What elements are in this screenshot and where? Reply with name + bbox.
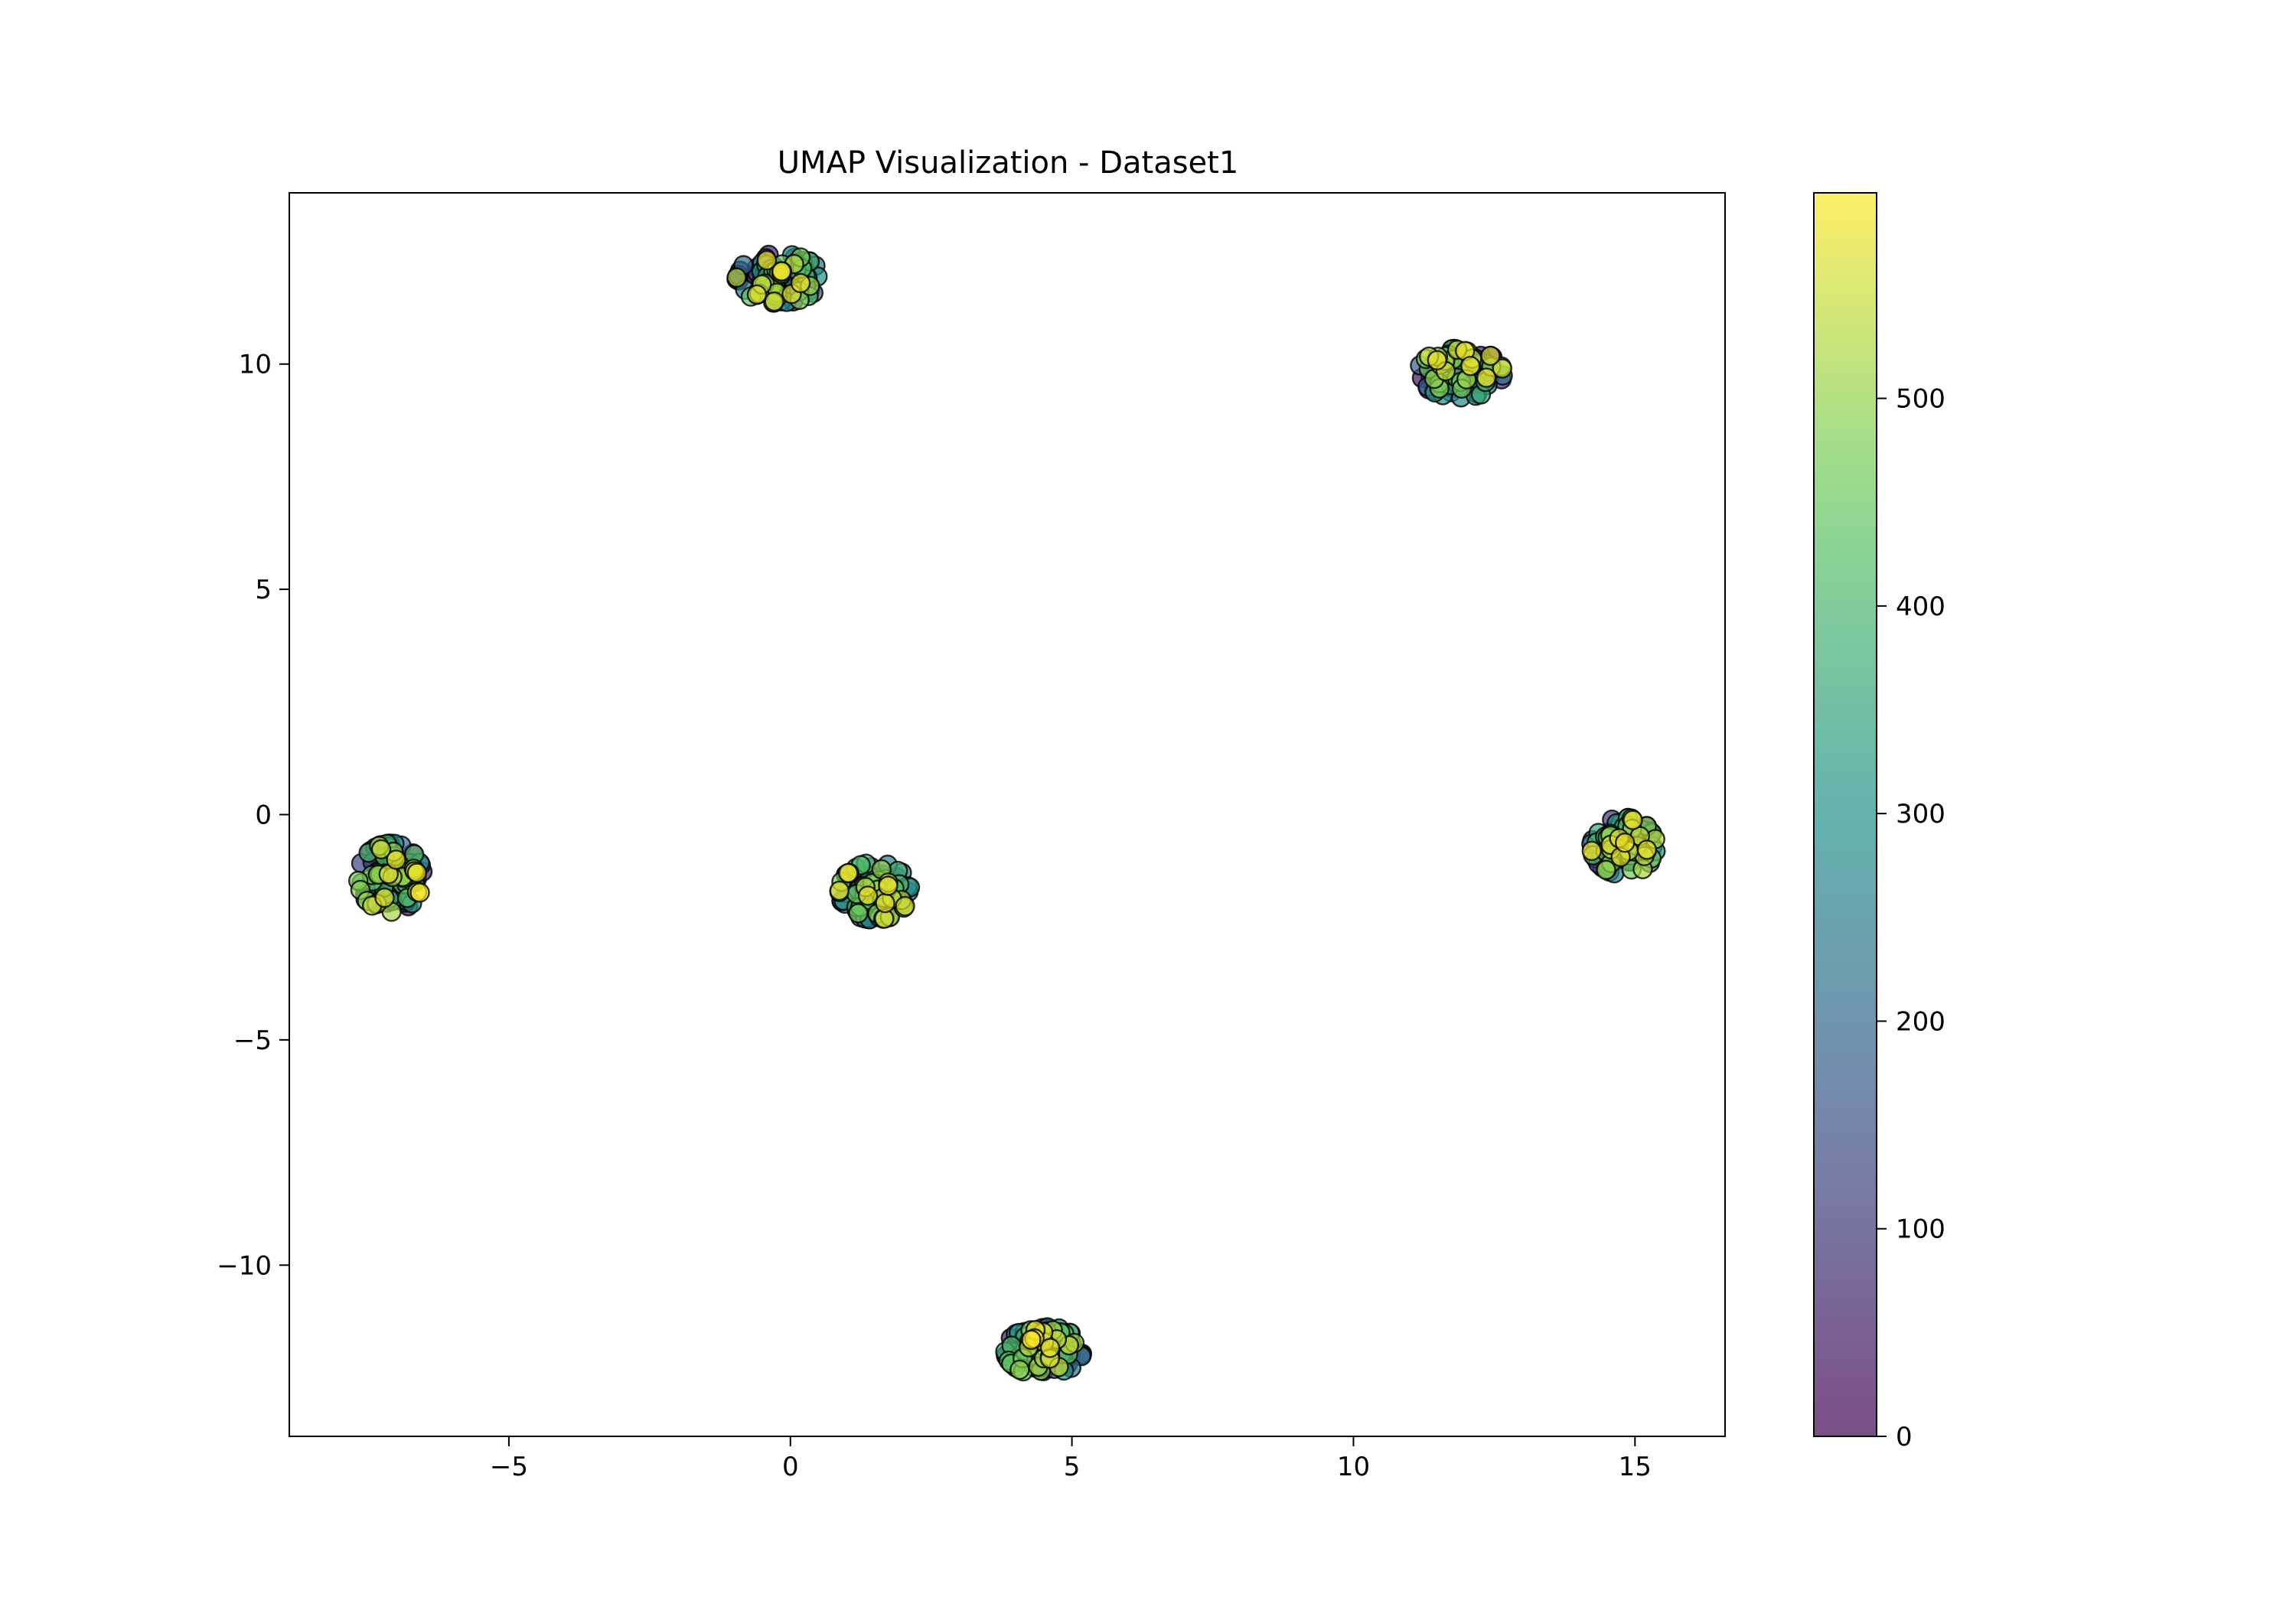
scatter-point	[829, 880, 850, 901]
scatter-point	[1039, 1338, 1061, 1358]
y-tick-label: 10	[239, 350, 272, 380]
scatter-point	[1623, 810, 1643, 830]
scatter-point	[409, 882, 430, 903]
colorbar-tick-label: 400	[1896, 592, 1945, 622]
scatter-point	[875, 892, 895, 914]
x-axis: −5 0 5 10 15	[490, 1436, 1652, 1482]
y-tick-label: 0	[255, 800, 272, 831]
scatter-point	[1476, 367, 1497, 388]
y-tick-label: 5	[255, 575, 272, 605]
y-tick-label: −5	[233, 1025, 272, 1056]
scatter-point	[837, 862, 859, 884]
colorbar-tick-label: 0	[1896, 1422, 1913, 1452]
x-tick-label: 15	[1619, 1452, 1652, 1482]
x-tick-label: −5	[490, 1452, 528, 1482]
scatter-point	[374, 887, 395, 908]
x-tick-label: 5	[1064, 1452, 1081, 1482]
scatter-point	[1636, 839, 1658, 860]
scatter-point	[764, 291, 784, 312]
scatter-point	[406, 862, 427, 883]
scatter-point	[790, 272, 811, 294]
scatter-point	[386, 849, 406, 870]
chart-title: UMAP Visualization - Dataset1	[778, 145, 1239, 181]
scatter-point	[1614, 832, 1636, 853]
scatter-point	[857, 885, 879, 906]
scatter-point	[848, 903, 869, 924]
scatter-point	[1581, 840, 1603, 862]
colorbar-axis: 0 100 200 300 400 500	[1877, 384, 1945, 1452]
x-tick-label: 0	[782, 1452, 799, 1482]
scatter-point	[878, 875, 899, 896]
colorbar-tick-label: 200	[1896, 1006, 1945, 1037]
colorbar-tick-label: 100	[1896, 1214, 1945, 1245]
y-tick-label: −10	[217, 1250, 272, 1281]
scatter-points	[348, 244, 1666, 1382]
scatter-point	[756, 249, 778, 271]
scatter-point	[1492, 358, 1513, 379]
scatter-point	[1459, 356, 1481, 376]
colorbar-tick-label: 500	[1896, 384, 1945, 415]
scatter-point	[1596, 859, 1616, 881]
scatter-point	[746, 284, 768, 305]
scatter-point	[1480, 345, 1501, 367]
scatter-point	[1021, 1329, 1042, 1351]
scatter-point	[726, 267, 747, 288]
colorbar-tick-label: 300	[1896, 799, 1945, 830]
scatter-point	[895, 895, 915, 917]
scatter-point	[1009, 1359, 1030, 1380]
scatter-point	[771, 261, 792, 282]
x-tick-label: 10	[1337, 1452, 1370, 1482]
scatter-point	[370, 839, 392, 860]
colorbar-frame	[1813, 192, 1877, 1437]
scatter-point	[1427, 350, 1448, 370]
y-axis: −10 −5 0 5 10	[217, 350, 289, 1281]
colorbar	[1814, 193, 1877, 1436]
